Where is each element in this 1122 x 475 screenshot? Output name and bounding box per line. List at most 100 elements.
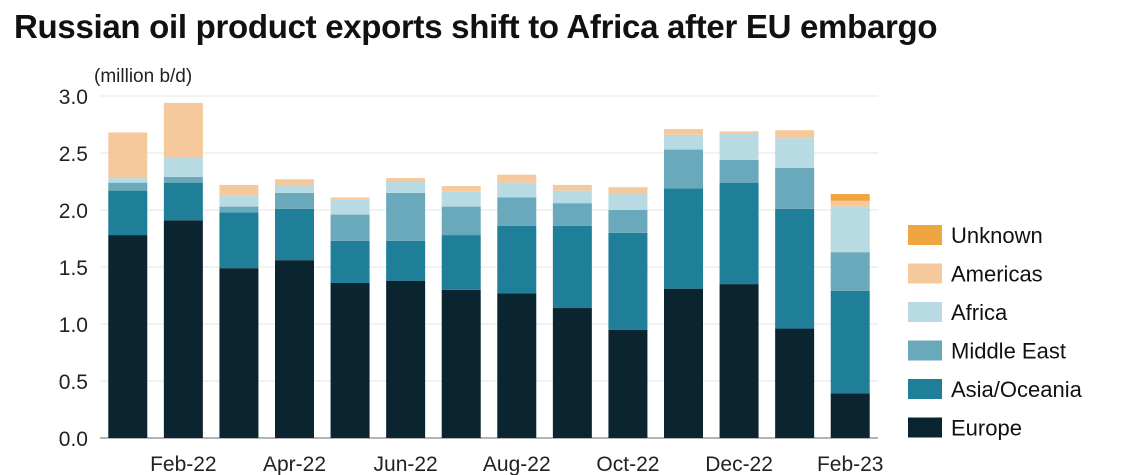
y-tick-label: 0.0 (59, 428, 88, 451)
legend-swatch (908, 225, 942, 245)
bar-segment-europe (108, 235, 148, 438)
y-tick-label: 3.0 (59, 86, 88, 109)
x-tick-label: Apr-22 (263, 453, 326, 475)
bar-segment-africa (330, 199, 370, 215)
bar-segment-africa (497, 182, 537, 198)
x-tick-label: Feb-22 (150, 453, 217, 475)
bar-segment-europe (386, 280, 426, 438)
legend-label: Middle East (951, 339, 1066, 364)
legend-swatch (908, 340, 942, 361)
x-tick-label: Aug-22 (483, 453, 551, 475)
bar-segment-asia-oceania (108, 190, 148, 236)
bar-segment-middle-east (441, 206, 481, 236)
bar-segment-middle-east (664, 149, 703, 189)
legend-label: Europe (951, 416, 1022, 441)
bar-segment-middle-east (386, 192, 426, 241)
bar-segment-africa (719, 133, 759, 160)
x-tick-label: Feb-23 (817, 453, 884, 475)
bar-segment-middle-east (608, 210, 648, 233)
gridlines (100, 95, 878, 439)
x-tick-label: Jun-22 (374, 453, 438, 475)
bar-segment-asia-oceania (330, 240, 370, 283)
y-tick-label: 0.5 (59, 371, 88, 394)
legend-swatch (908, 302, 942, 322)
bar-segment-africa (552, 190, 592, 204)
bar-segment-middle-east (497, 197, 537, 226)
bar-segment-europe (497, 293, 537, 438)
bar-segment-middle-east (108, 182, 148, 191)
bar-segment-americas (386, 178, 426, 182)
bar-segment-middle-east (775, 167, 815, 209)
legend-swatch (908, 263, 942, 284)
bar-segment-asia-oceania (552, 225, 592, 309)
legend-swatch (908, 417, 942, 438)
bar-segment-asia-oceania (775, 208, 815, 329)
bar-segment-americas (330, 197, 370, 200)
legend-swatch (908, 379, 942, 399)
bar-segment-asia-oceania (719, 182, 759, 285)
bar-segment-europe (330, 282, 370, 438)
y-tick-label: 1.0 (59, 314, 88, 337)
bars (108, 102, 870, 438)
bar-segment-europe (219, 268, 259, 438)
bar-segment-africa (386, 181, 426, 193)
bar-segment-americas (830, 200, 870, 207)
bar-segment-europe (719, 284, 759, 438)
bar-segment-asia-oceania (608, 232, 648, 330)
bar-segment-africa (441, 191, 481, 207)
bar-segment-asia-oceania (830, 290, 870, 394)
bar-segment-americas (664, 129, 703, 135)
x-tick-label: Oct-22 (596, 453, 659, 475)
bar-segment-unknown (830, 194, 870, 201)
bar-segment-americas (108, 132, 148, 179)
y-tick-label: 2.0 (59, 200, 88, 223)
bar-segment-middle-east (219, 206, 259, 213)
x-tick-label: Dec-22 (705, 453, 773, 475)
bar-segment-americas (163, 102, 203, 158)
bar-segment-africa (664, 134, 703, 150)
bar-segment-americas (775, 130, 815, 139)
legend-label: Africa (951, 300, 1008, 325)
legend-label: Asia/Oceania (951, 377, 1083, 402)
bar-segment-americas (552, 184, 592, 191)
bar-segment-asia-oceania (386, 240, 426, 281)
legend: Unknown Americas Africa Middle East Asia/Oce… (908, 223, 1083, 441)
bar-segment-africa (275, 184, 314, 193)
bar-segment-africa (163, 157, 203, 177)
bar-segment-asia-oceania (441, 235, 481, 290)
bar-segment-europe (275, 260, 314, 438)
bar-segment-middle-east (830, 252, 870, 291)
bar-segment-africa (775, 138, 815, 168)
bar-segment-africa (108, 178, 148, 183)
legend-label: Unknown (951, 223, 1043, 248)
bar-segment-europe (608, 329, 648, 438)
bar-segment-asia-oceania (497, 225, 537, 294)
bar-segment-middle-east (330, 214, 370, 241)
bar-segment-asia-oceania (219, 212, 259, 269)
bar-segment-asia-oceania (275, 208, 314, 261)
y-tick-label: 2.5 (59, 143, 88, 166)
bar-segment-asia-oceania (163, 182, 203, 221)
bar-segment-africa (830, 206, 870, 253)
bar-segment-americas (441, 186, 481, 192)
bar-segment-americas (497, 174, 537, 183)
bar-segment-europe (775, 328, 815, 438)
x-axis-ticks: Feb-22 Apr-22 Jun-22 Aug-22 Oct-22 Dec-22 Feb-… (150, 453, 883, 475)
bar-segment-europe (830, 393, 870, 438)
bar-segment-europe (552, 308, 592, 438)
bar-segment-middle-east (719, 159, 759, 183)
bar-segment-middle-east (163, 176, 203, 183)
bar-segment-asia-oceania (664, 188, 703, 289)
bar-segment-europe (163, 220, 203, 438)
y-axis-unit-label: (million b/d) (94, 66, 192, 87)
bar-segment-middle-east (275, 192, 314, 209)
bar-segment-africa (608, 194, 648, 210)
y-axis-ticks: 0.0 0.5 1.0 1.5 2.0 2.5 3.0 (59, 86, 88, 451)
bar-segment-americas (608, 187, 648, 195)
bar-segment-europe (664, 288, 703, 438)
bar-segment-americas (275, 179, 314, 185)
y-tick-label: 1.5 (59, 257, 88, 280)
chart-title: Russian oil product exports shift to Afr… (14, 8, 938, 45)
bar-segment-americas (719, 131, 759, 134)
